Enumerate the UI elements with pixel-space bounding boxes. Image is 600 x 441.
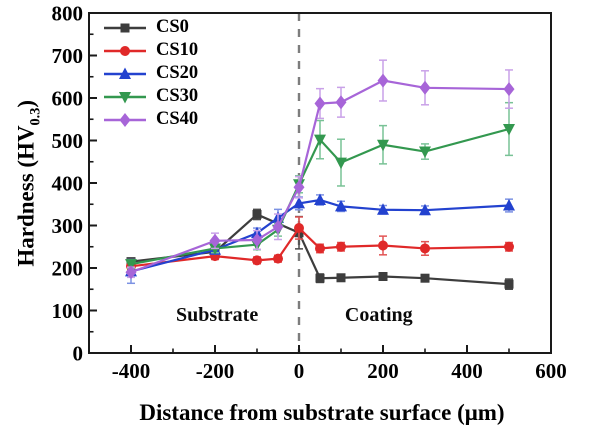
legend-item-CS10: CS10 — [103, 39, 198, 62]
data-point-marker — [252, 255, 262, 266]
x-tick-label: 200 — [367, 359, 399, 383]
y-axis-label-text: Hardness (HV — [13, 125, 39, 267]
data-point-marker — [377, 203, 389, 215]
series-CS40 — [125, 59, 515, 280]
y-axis-label-subscript: 0.3 — [27, 107, 44, 126]
legend-item-CS30: CS30 — [103, 85, 198, 108]
data-point-marker — [378, 272, 388, 281]
y-tick-label: 100 — [52, 299, 84, 323]
y-tick-label: 400 — [52, 172, 84, 196]
series-line — [130, 127, 510, 266]
y-axis-label-close: ) — [13, 99, 39, 108]
axis-ticks: -400 -200 0 200 400 600 0 100 200 300 400 500 600 700… — [52, 2, 567, 384]
data-point-marker — [504, 279, 514, 289]
data-point-marker — [335, 199, 347, 212]
data-point-marker — [272, 219, 284, 234]
legend-label: CS20 — [156, 63, 199, 84]
data-point-marker — [125, 259, 137, 271]
y-tick-label: 500 — [52, 129, 84, 153]
triangle-down-legend-swatch-icon — [104, 91, 146, 103]
data-point-marker — [335, 95, 347, 110]
data-point-marker — [377, 73, 389, 88]
data-point-marker — [294, 223, 304, 234]
data-point-marker — [293, 196, 305, 209]
region-label-coating: Coating — [345, 304, 413, 326]
x-tick-label: 400 — [451, 359, 483, 383]
data-point-marker — [273, 253, 283, 264]
data-point-marker — [503, 82, 515, 97]
data-point-marker — [315, 273, 325, 283]
triangle-up-legend-swatch-icon — [104, 67, 146, 79]
data-point-marker — [419, 146, 431, 159]
legend-label: CS10 — [156, 40, 199, 61]
region-label-substrate: Substrate — [176, 304, 258, 326]
data-point-marker — [209, 233, 221, 248]
square-legend-swatch-icon — [104, 23, 146, 32]
y-tick-label: 800 — [52, 2, 84, 26]
data-point-marker — [252, 209, 262, 219]
x-tick-label: 600 — [535, 359, 567, 383]
data-point-marker — [314, 193, 326, 205]
data-point-marker — [251, 232, 263, 247]
legend: CS0 CS10 CS20 CS30 CS40 — [103, 16, 198, 131]
legend-label: CS30 — [156, 86, 199, 107]
x-tick-label: -400 — [112, 359, 151, 383]
data-point-marker — [504, 241, 514, 252]
data-point-marker — [314, 134, 326, 147]
data-point-marker — [378, 240, 388, 251]
legend-label: CS0 — [156, 17, 189, 38]
data-point-marker — [503, 199, 515, 211]
data-point-marker — [420, 243, 430, 254]
legend-item-CS40: CS40 — [103, 108, 198, 131]
x-tick-label: 0 — [294, 359, 305, 383]
data-point-marker — [314, 96, 326, 111]
y-axis-label: Hardness (HV0.3) — [14, 33, 45, 333]
series-CS10 — [126, 216, 514, 272]
data-point-marker — [293, 180, 305, 195]
data-point-marker — [125, 265, 137, 280]
legend-label: CS40 — [156, 109, 199, 130]
data-point-marker — [336, 273, 346, 283]
data-point-marker — [419, 203, 431, 216]
data-point-marker — [420, 273, 430, 283]
x-axis-label: Distance from substrate surface (μm) — [139, 400, 505, 425]
circle-legend-swatch-icon — [104, 45, 146, 56]
data-point-marker — [503, 124, 515, 136]
y-tick-label: 0 — [73, 342, 84, 366]
series-line — [130, 79, 510, 274]
data-point-marker — [335, 157, 347, 170]
data-point-marker — [419, 80, 431, 95]
data-point-marker — [315, 243, 325, 254]
plot-frame — [88, 12, 552, 354]
legend-item-CS20: CS20 — [103, 62, 198, 85]
y-tick-label: 200 — [52, 257, 84, 281]
y-tick-label: 300 — [52, 214, 84, 238]
y-tick-label: 700 — [52, 44, 84, 68]
data-point-marker — [336, 241, 346, 252]
legend-item-CS0: CS0 — [103, 16, 198, 39]
series-line — [130, 226, 510, 268]
x-tick-label: -200 — [196, 359, 235, 383]
diamond-legend-swatch-icon — [104, 112, 146, 127]
data-point-marker — [377, 139, 389, 152]
y-tick-label: 600 — [52, 87, 84, 111]
